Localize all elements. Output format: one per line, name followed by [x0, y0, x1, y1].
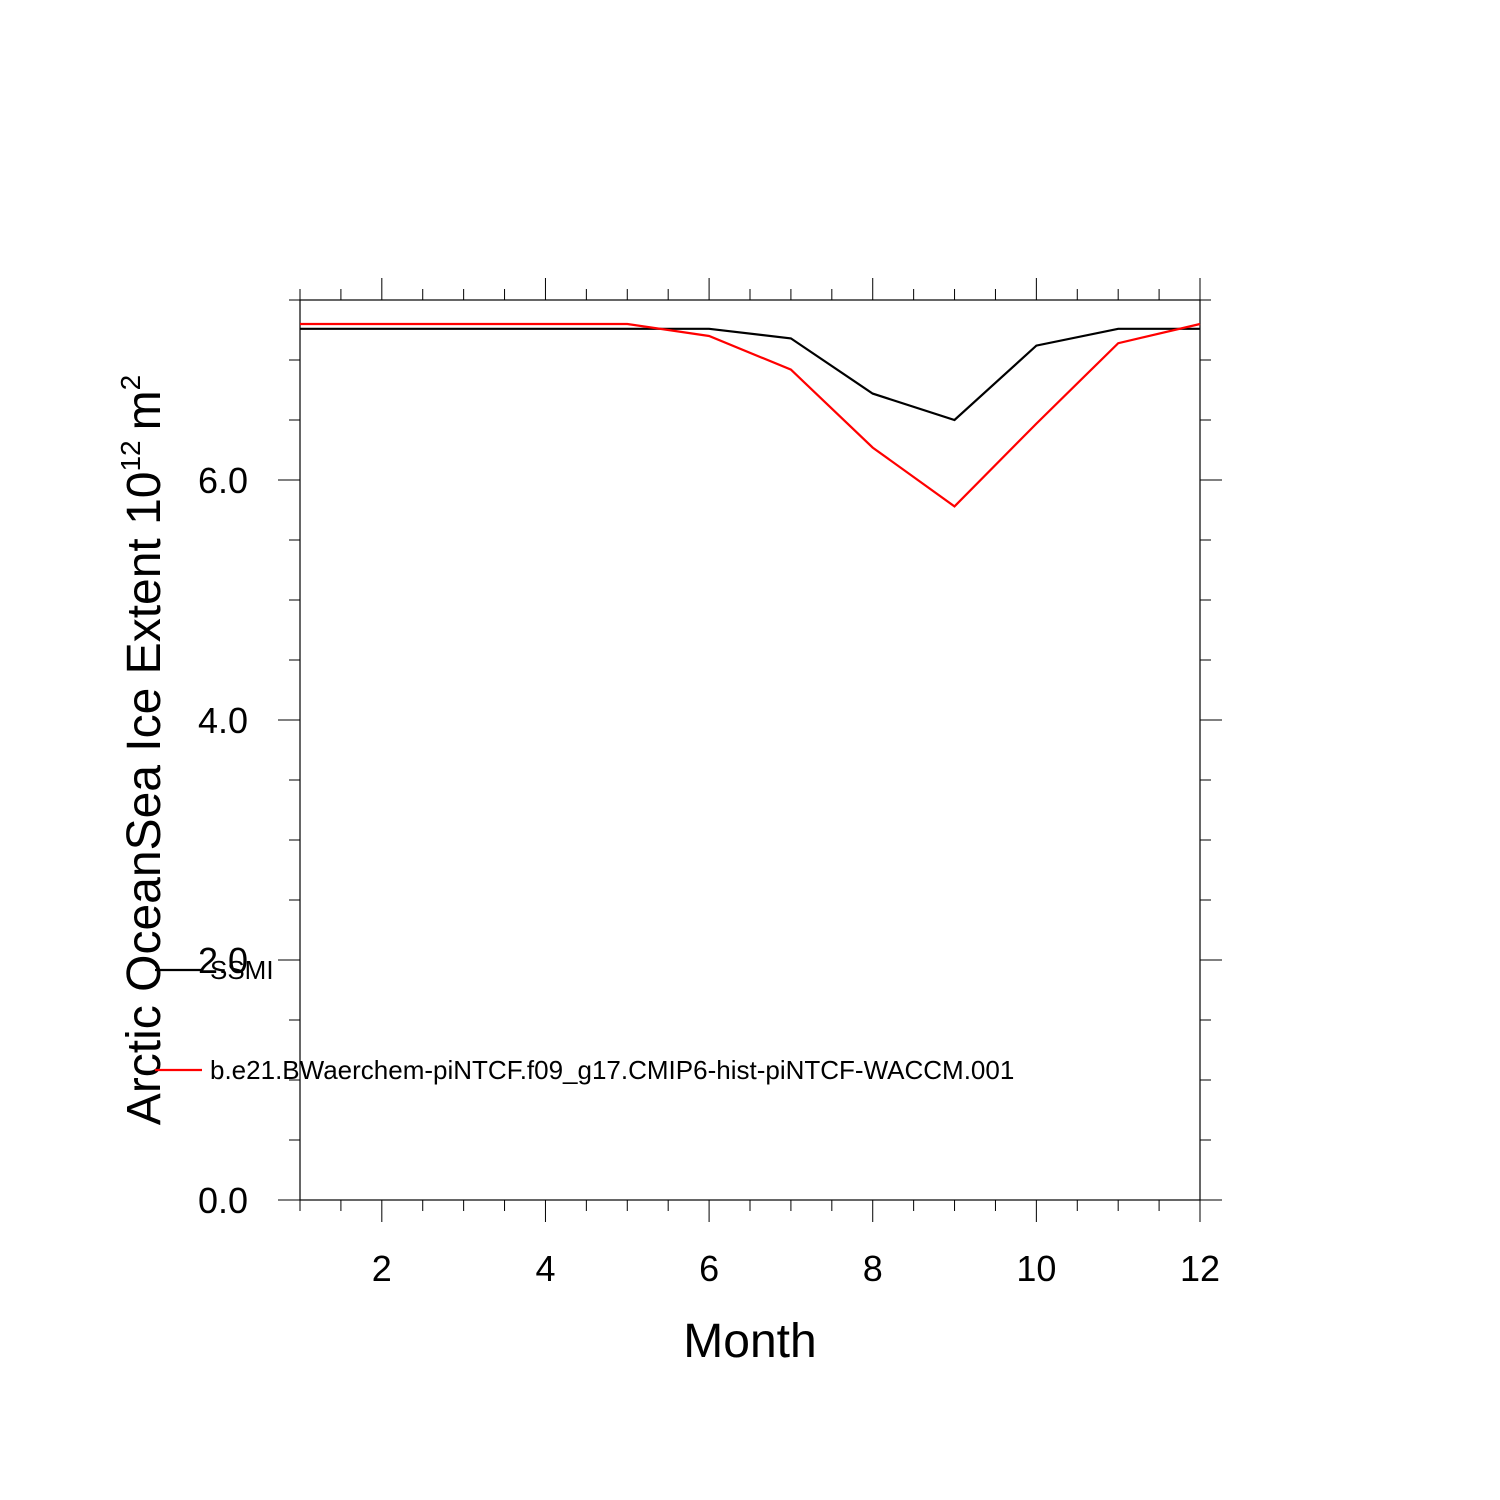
y-tick-label: 2.0: [198, 940, 248, 981]
x-tick-label: 8: [863, 1248, 883, 1289]
y-axis-title-main: Arctic OceanSea Ice Extent 10: [118, 472, 171, 1126]
y-tick-label: 6.0: [198, 460, 248, 501]
x-tick-label: 10: [1016, 1248, 1056, 1289]
axis-ticks: [278, 278, 1222, 1222]
series-line: [300, 322, 1201, 508]
y-tick-label: 0.0: [198, 1180, 248, 1221]
axis-tick-labels: 2 4 6 8 10 12 0.0 2.0 4.0 6.0: [198, 460, 1220, 1289]
y-axis-title-unit: m: [118, 390, 171, 430]
series-line: [300, 327, 1200, 422]
y-tick-label: 4.0: [198, 700, 248, 741]
y-axis-title: Arctic OceanSea Ice Extent 1012 m2: [115, 375, 171, 1125]
legend-label: b.e21.BWaerchem-piNTCF.f09_g17.CMIP6-his…: [210, 1055, 1014, 1085]
x-tick-label: 2: [372, 1248, 392, 1289]
x-tick-label: 6: [699, 1248, 719, 1289]
y-axis-title-unit-exponent: 2: [115, 375, 146, 391]
legend: SSMI b.e21.BWaerchem-piNTCF.f09_g17.CMIP6…: [155, 955, 1014, 1085]
x-tick-label: 4: [535, 1248, 555, 1289]
x-tick-label: 12: [1180, 1248, 1220, 1289]
series-lines: [300, 322, 1201, 508]
x-axis-title: Month: [683, 1315, 816, 1368]
legend-label: SSMI: [210, 955, 274, 985]
y-axis-title-exponent: 12: [115, 440, 146, 471]
